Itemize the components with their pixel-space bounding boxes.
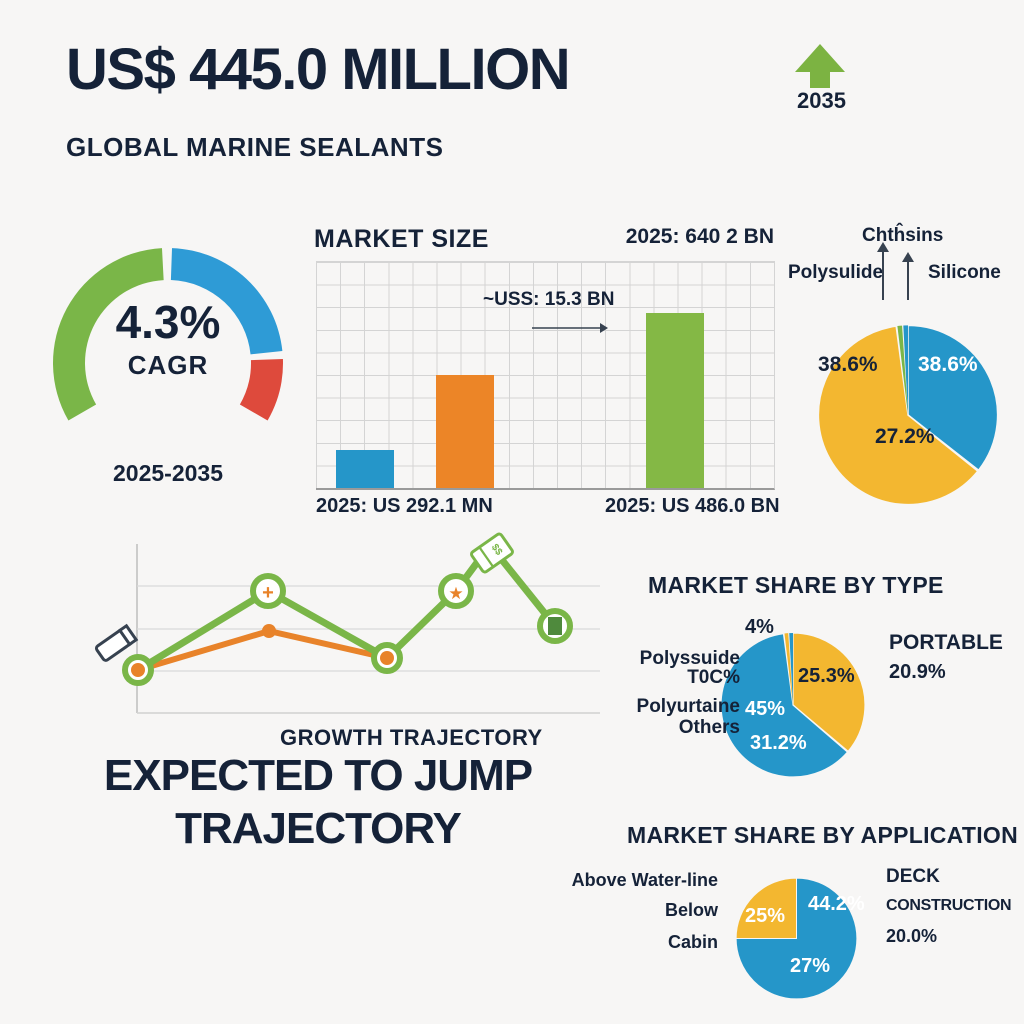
svg-text:★: ★ [448, 584, 463, 603]
svg-text:+: + [262, 582, 274, 604]
